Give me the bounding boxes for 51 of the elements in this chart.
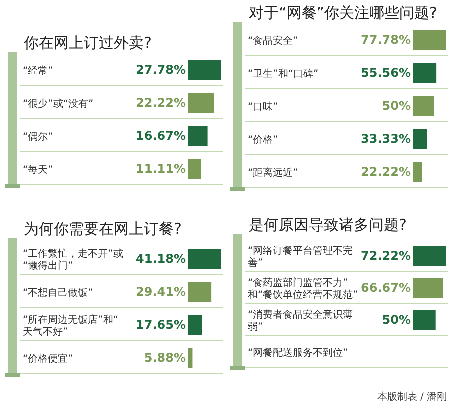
y-tick-label: “很少”或“没有”	[23, 98, 94, 110]
chart-title: 是何原因导致诸多问题?	[249, 216, 407, 234]
data-label: 50%	[382, 313, 411, 327]
data-label: 77.78%	[361, 33, 411, 47]
data-label: 22.22%	[361, 165, 411, 179]
y-tick-label: “所在周边无饭店”和“天气不好”	[23, 314, 119, 338]
bar	[413, 63, 437, 83]
bar	[188, 348, 193, 368]
data-label: 41.18%	[136, 252, 186, 266]
y-tick-label: “网餐配送服务不到位”	[248, 347, 348, 359]
data-label: 11.11%	[136, 162, 186, 176]
bar	[188, 159, 202, 179]
bar	[188, 60, 221, 80]
y-tick-label: “价格”	[248, 134, 278, 146]
bar	[413, 129, 428, 149]
data-label: 27.78%	[136, 63, 186, 77]
y-tick-label: “食品安全”	[248, 35, 298, 47]
data-label: 22.22%	[136, 96, 186, 110]
text: 本版制表 / 潘刚	[377, 391, 447, 403]
bar	[188, 126, 208, 146]
y-tick-label: “工作繁忙，走不开”或“懒得出门”	[23, 248, 124, 272]
data-label: 55.56%	[361, 66, 411, 80]
bar	[413, 30, 446, 50]
y-tick-label: “食药监部门监管不力”和“餐饮单位经营不规范”	[248, 277, 358, 301]
data-label: 5.88%	[144, 351, 186, 365]
data-label: 33.33%	[361, 132, 411, 146]
y-tick-label: “偶尔”	[23, 131, 54, 143]
data-label: 29.41%	[136, 285, 186, 299]
data-label: 16.67%	[136, 129, 186, 143]
y-tick-label: “网络订餐平台管理不完善”	[248, 245, 354, 269]
bar	[413, 162, 422, 182]
bar	[188, 315, 202, 335]
y-tick-label: “距离远近”	[248, 167, 298, 179]
chart-title: 对于“网餐”你关注哪些问题?	[249, 4, 438, 22]
data-label: 17.65%	[136, 318, 186, 332]
y-tick-label: “口味”	[248, 101, 278, 113]
bar	[188, 93, 214, 113]
data-label: 66.67%	[361, 281, 411, 295]
y-tick-label: “价格便宜”	[23, 353, 74, 365]
bar	[188, 282, 212, 302]
bar	[188, 249, 221, 269]
y-tick-label: “经常”	[23, 65, 54, 77]
chart-title: 为何你需要在网上订餐?	[24, 220, 182, 238]
y-tick-label: “卫生”和“口碑”	[248, 68, 319, 80]
bar	[413, 96, 434, 116]
chart-title: 你在网上订过外卖?	[23, 34, 152, 52]
y-tick-label: “每天”	[23, 164, 54, 176]
data-label: 72.22%	[361, 249, 411, 263]
y-tick-label: “消费者食品安全意识薄弱”	[248, 309, 354, 333]
y-tick-label: “不想自己做饭”	[23, 287, 94, 299]
data-label: 50%	[382, 99, 411, 113]
